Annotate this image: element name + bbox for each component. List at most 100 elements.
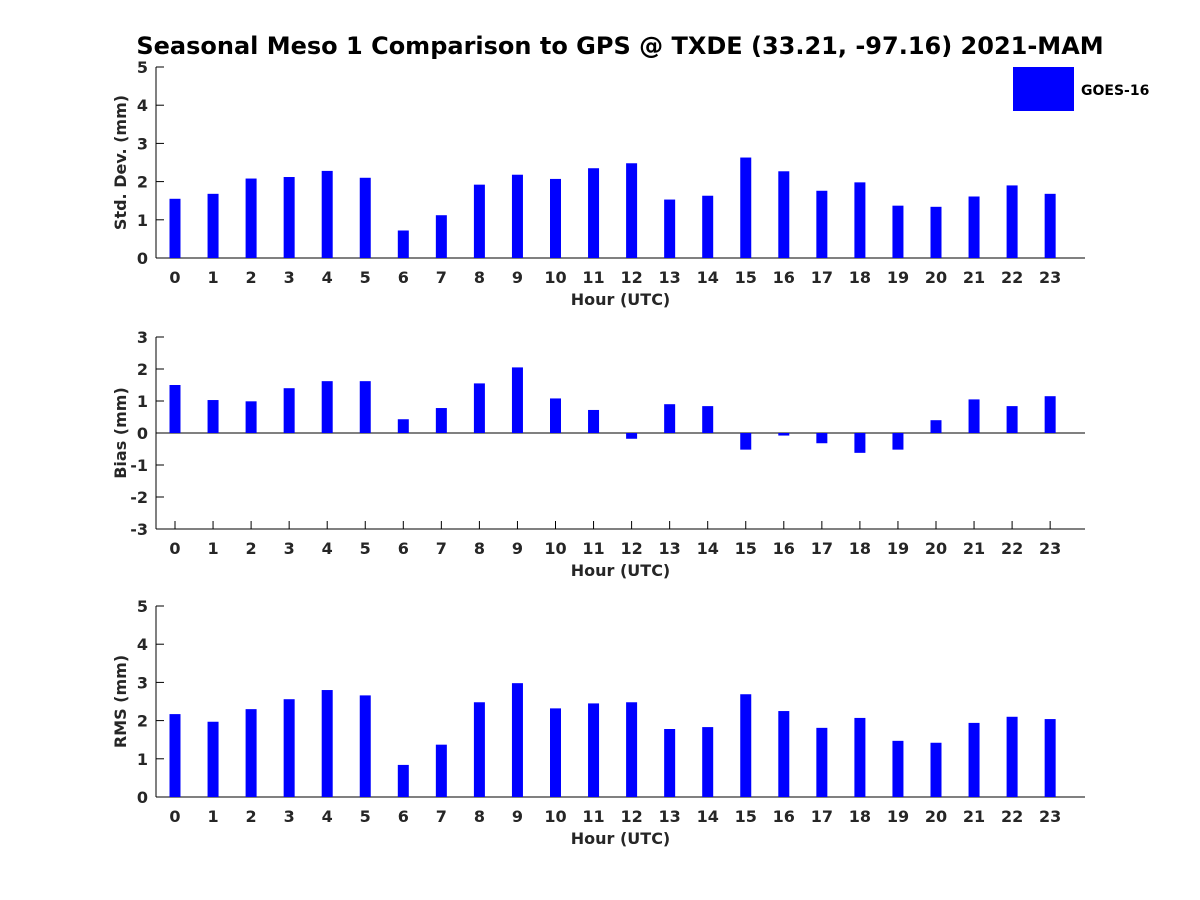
rms-x-tick-label: 0 bbox=[169, 807, 180, 826]
bias-bar bbox=[968, 399, 980, 433]
rms-bar bbox=[778, 711, 790, 797]
bias-bar bbox=[664, 404, 676, 433]
rms-bar bbox=[816, 727, 828, 797]
std-dev-bar bbox=[321, 170, 333, 258]
std-dev-x-tick-label: 21 bbox=[963, 268, 985, 287]
rms-bar bbox=[1006, 716, 1018, 797]
bias-x-tick-label: 13 bbox=[659, 539, 681, 558]
std-dev-x-tick-label: 18 bbox=[849, 268, 871, 287]
std-dev-x-tick-label: 11 bbox=[582, 268, 604, 287]
rms-x-tick-label: 2 bbox=[246, 807, 257, 826]
bias-x-tick-label: 14 bbox=[697, 539, 719, 558]
rms-bar bbox=[892, 740, 904, 797]
rms-x-tick-label: 3 bbox=[284, 807, 295, 826]
rms-x-tick-label: 14 bbox=[697, 807, 719, 826]
rms-bar bbox=[968, 722, 980, 797]
rms-bar bbox=[740, 694, 752, 797]
rms-x-tick-label: 20 bbox=[925, 807, 947, 826]
rms-y-tick-label: 0 bbox=[137, 788, 148, 807]
rms-y-tick-label: 1 bbox=[137, 750, 148, 769]
std-dev-bar bbox=[397, 230, 409, 258]
std-dev-x-tick-label: 13 bbox=[659, 268, 681, 287]
rms-bar bbox=[397, 764, 409, 797]
std-dev-y-tick-label: 1 bbox=[137, 211, 148, 230]
bias-bar bbox=[588, 409, 600, 433]
std-dev-y-tick-label: 2 bbox=[137, 173, 148, 192]
rms-x-tick-label: 8 bbox=[474, 807, 485, 826]
rms-y-tick-label: 3 bbox=[137, 673, 148, 692]
rms-bar bbox=[511, 683, 523, 797]
legend-label: GOES-16 bbox=[1081, 83, 1149, 99]
bias-bar bbox=[245, 401, 257, 433]
bias-bar bbox=[1044, 396, 1056, 433]
bias-x-tick-label: 10 bbox=[544, 539, 566, 558]
rms-x-tick-label: 1 bbox=[207, 807, 218, 826]
std-dev-x-tick-label: 9 bbox=[512, 268, 523, 287]
std-dev-x-tick-label: 2 bbox=[246, 268, 257, 287]
bias-x-label: Hour (UTC) bbox=[571, 561, 671, 580]
bias-x-tick-label: 22 bbox=[1001, 539, 1023, 558]
legend: GOES-16 bbox=[1013, 67, 1149, 111]
std-dev-x-tick-label: 4 bbox=[322, 268, 333, 287]
rms-x-tick-label: 13 bbox=[659, 807, 681, 826]
std-dev-x-label: Hour (UTC) bbox=[571, 290, 671, 309]
std-dev-bar bbox=[778, 171, 790, 258]
rms-bar bbox=[321, 690, 333, 797]
rms-x-tick-label: 4 bbox=[322, 807, 333, 826]
rms-x-tick-label: 11 bbox=[582, 807, 604, 826]
rms-y-label: RMS (mm) bbox=[111, 655, 130, 748]
std-dev-bar bbox=[702, 195, 714, 258]
rms-x-tick-label: 23 bbox=[1039, 807, 1061, 826]
std-dev-bar bbox=[511, 174, 523, 258]
bias-bar bbox=[1006, 406, 1018, 433]
bias-bar bbox=[854, 433, 866, 453]
std-dev-bar bbox=[930, 206, 942, 258]
std-dev-bar bbox=[968, 196, 980, 258]
rms-bar bbox=[588, 703, 600, 797]
std-dev-x-tick-label: 15 bbox=[735, 268, 757, 287]
bias-bar bbox=[511, 367, 523, 433]
std-dev-y-tick-label: 3 bbox=[137, 134, 148, 153]
bias-x-tick-label: 4 bbox=[322, 539, 333, 558]
rms-bar bbox=[283, 699, 295, 797]
rms-x-tick-label: 21 bbox=[963, 807, 985, 826]
rms-bar bbox=[169, 714, 181, 797]
bias-bar bbox=[359, 381, 371, 433]
std-dev-x-tick-label: 10 bbox=[544, 268, 566, 287]
std-dev-x-tick-label: 17 bbox=[811, 268, 833, 287]
bias-x-tick-label: 20 bbox=[925, 539, 947, 558]
bias-bar bbox=[740, 433, 752, 450]
std-dev-bar bbox=[740, 157, 752, 258]
std-dev-bar bbox=[473, 184, 485, 258]
rms-x-label: Hour (UTC) bbox=[571, 829, 671, 848]
bias-y-tick-label: -2 bbox=[130, 488, 148, 507]
std-dev-y-tick-label: 0 bbox=[137, 249, 148, 268]
std-dev-bar bbox=[664, 199, 676, 258]
rms-bar bbox=[626, 702, 638, 797]
bias-x-tick-label: 8 bbox=[474, 539, 485, 558]
std-dev-bar bbox=[854, 182, 866, 258]
rms-x-tick-label: 18 bbox=[849, 807, 871, 826]
rms-bar bbox=[473, 702, 485, 797]
bias-x-tick-label: 9 bbox=[512, 539, 523, 558]
bias-y-tick-label: -1 bbox=[130, 456, 148, 475]
std-dev-bar bbox=[626, 163, 638, 258]
rms-bar bbox=[550, 708, 561, 797]
bias-y-tick-label: 2 bbox=[137, 360, 148, 379]
std-dev-bar bbox=[435, 215, 447, 258]
rms-bar bbox=[359, 695, 371, 797]
bias-y-tick-label: 1 bbox=[137, 392, 148, 411]
std-dev-y-tick-label: 4 bbox=[137, 96, 148, 115]
std-dev-x-tick-label: 8 bbox=[474, 268, 485, 287]
bias-bar bbox=[892, 433, 904, 450]
bias-bar bbox=[321, 381, 333, 433]
bias-bar bbox=[778, 433, 790, 436]
bias-x-tick-label: 15 bbox=[735, 539, 757, 558]
rms-x-tick-label: 22 bbox=[1001, 807, 1023, 826]
bias-x-tick-label: 0 bbox=[169, 539, 180, 558]
rms-bar bbox=[207, 721, 219, 797]
std-dev-x-tick-label: 5 bbox=[360, 268, 371, 287]
